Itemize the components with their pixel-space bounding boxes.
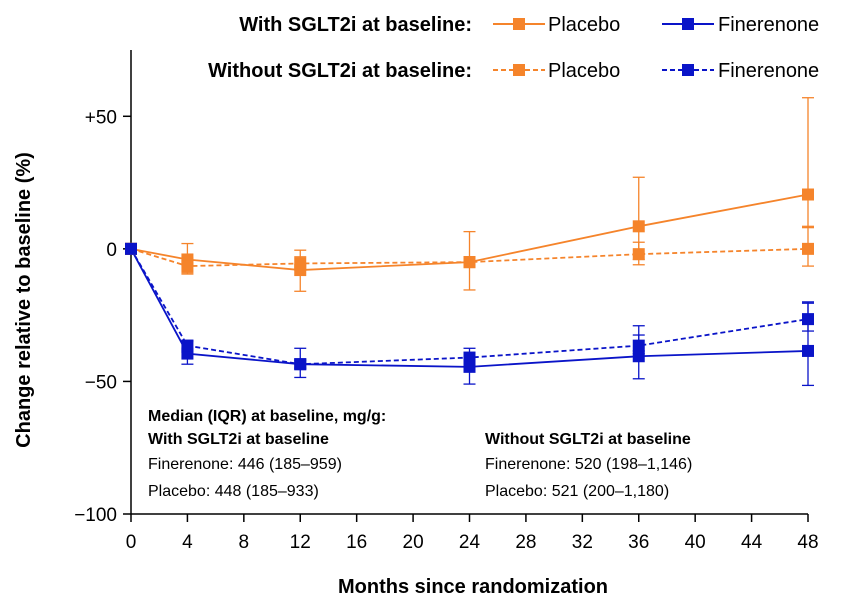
x-tick-label: 40 [685,532,706,553]
data-point [632,339,645,352]
annotation-with-finerenone: Finerenone: 446 (185–959) [148,456,342,473]
annotation-without-heading: Without SGLT2i at baseline [485,431,691,448]
x-tick-label: 12 [290,532,311,553]
annotation-with-heading: With SGLT2i at baseline [148,431,329,448]
x-tick-label: 8 [239,532,250,553]
y-tick-label: −100 [74,505,117,526]
series-line [130,247,809,267]
data-point [181,339,194,352]
legend-swatch-without-placebo [493,64,545,76]
x-tick-label: 20 [403,532,424,553]
x-axis-title: Months since randomization [338,576,608,598]
legend-swatch-with-placebo [493,18,545,30]
legend-label-with-placebo: Placebo [548,14,620,36]
legend-label-without-placebo: Placebo [548,60,620,82]
series-3 [125,242,814,371]
y-ticks: +50 0 −50 −100 [74,107,131,526]
x-tick-label: 32 [572,532,593,553]
series-line [130,193,809,271]
data-point [125,242,137,255]
series-line [130,248,809,368]
data-point [632,248,645,261]
data-point [463,360,476,373]
series-layer [125,97,814,387]
legend-label-with-finerenone: Finerenone [718,14,819,36]
y-tick-label: 0 [106,240,117,261]
y-axis-title: Change relative to baseline (%) [13,152,35,448]
legend-heading-with: With SGLT2i at baseline: [239,14,472,36]
legend-label-without-finerenone: Finerenone [718,60,819,82]
data-point [294,257,307,270]
data-point [802,242,814,255]
annotation-without-placebo: Placebo: 521 (200–1,180) [485,483,669,500]
data-point [294,358,307,371]
x-tick-label: 48 [797,532,818,553]
x-ticks: 0 4 8 12 16 20 24 28 32 36 40 44 48 [126,514,819,553]
data-point [463,256,476,269]
legend: With SGLT2i at baseline: Placebo Fineren… [208,14,819,82]
annotation-without-finerenone: Finerenone: 520 (198–1,146) [485,456,692,473]
legend-swatch-without-finerenone [662,64,714,76]
x-tick-label: 24 [459,532,481,553]
x-tick-label: 28 [515,532,536,553]
data-point [463,351,476,364]
baseline-annotation: Median (IQR) at baseline, mg/g: With SGL… [148,408,692,500]
x-tick-label: 16 [346,532,367,553]
data-point [181,260,194,273]
data-point [802,188,814,201]
legend-heading-without: Without SGLT2i at baseline: [208,60,472,82]
x-tick-label: 4 [182,532,193,553]
legend-swatch-with-finerenone [662,18,714,30]
annotation-with-placebo: Placebo: 448 (185–933) [148,483,319,500]
data-point [802,313,814,326]
series-line [130,248,809,366]
x-tick-label: 44 [741,532,763,553]
annotation-title: Median (IQR) at baseline, mg/g: [148,408,386,425]
y-tick-label: −50 [85,372,117,393]
x-tick-label: 0 [126,532,137,553]
y-tick-label: +50 [85,107,117,128]
x-tick-label: 36 [628,532,649,553]
data-point [802,344,814,357]
data-point [632,220,645,233]
